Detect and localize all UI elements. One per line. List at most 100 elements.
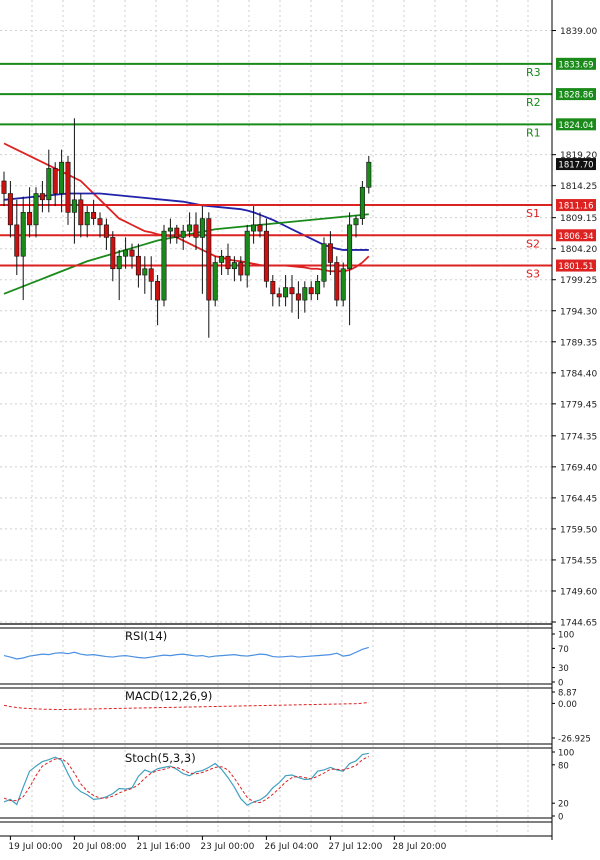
candle-down <box>110 237 116 270</box>
candle-down <box>276 293 282 298</box>
candle-up <box>315 280 321 295</box>
candle-down <box>148 268 154 282</box>
candle-up <box>187 224 193 232</box>
candle-down <box>295 293 301 301</box>
grid <box>0 0 552 836</box>
candle-up <box>33 193 39 226</box>
candle-down <box>270 280 276 295</box>
moving-average-line <box>3 142 370 273</box>
candle-down <box>27 212 33 226</box>
price-tick-label: 1799.25 <box>560 276 597 286</box>
pivot-levels: R3 1833.69 R2 1828.86 R1 1824.04 S1 1811.16 S2 18… <box>0 57 596 281</box>
candle-down <box>263 230 269 282</box>
candle-down <box>65 161 71 213</box>
level-price-tag <box>556 229 596 242</box>
stoch-tick-label: 0 <box>558 813 563 823</box>
candle-down <box>155 280 161 301</box>
level-name-s2: S2 <box>526 237 540 250</box>
level-price-label: 1833.69 <box>558 60 593 70</box>
candle-up <box>244 230 250 276</box>
level-name-r1: R1 <box>526 126 541 139</box>
candle-down <box>7 193 13 226</box>
stoch-tick-label: 80 <box>558 761 569 771</box>
time-tick-label: 26 Jul 04:00 <box>264 842 318 852</box>
price-tick-label: 1754.55 <box>560 556 597 566</box>
level-name-s1: S1 <box>526 207 540 220</box>
candle-up <box>347 224 353 270</box>
price-tick-label: 1749.60 <box>560 587 597 597</box>
level-price-label: 1801.51 <box>558 262 593 272</box>
candle-up <box>161 230 167 301</box>
level-price-tag <box>556 259 596 272</box>
current-price-tag <box>556 158 596 171</box>
level-name-r3: R3 <box>526 66 541 79</box>
price-tick-label: 1784.40 <box>560 369 597 379</box>
candle-up <box>167 227 173 232</box>
candle-up <box>283 287 289 298</box>
candle-up <box>359 186 365 219</box>
candle-down <box>14 224 20 257</box>
candle-up <box>180 230 186 238</box>
candle-up <box>142 268 148 276</box>
candle-up <box>353 218 359 226</box>
stoch-tick-label: 20 <box>558 800 569 810</box>
stoch-title: Stoch(5,3,3) <box>125 751 196 765</box>
level-price-tag <box>556 57 596 70</box>
candle-up <box>231 262 237 270</box>
candle-down <box>206 218 212 301</box>
current-price-label: 1817.70 <box>558 161 593 171</box>
candle-up <box>251 224 257 232</box>
level-price-label: 1824.04 <box>558 121 593 131</box>
price-tick-label: 1774.35 <box>560 432 597 442</box>
time-tick-label: 21 Jul 16:00 <box>136 842 190 852</box>
candle-down <box>193 224 199 238</box>
price-tick-label: 1779.45 <box>560 400 597 410</box>
level-price-label: 1811.16 <box>558 202 593 212</box>
candle-up <box>71 199 77 213</box>
rsi-title: RSI(14) <box>125 629 167 643</box>
price-tick-label: 1769.40 <box>560 463 597 473</box>
level-name-r2: R2 <box>526 96 541 109</box>
candle-down <box>39 193 45 201</box>
candle-down <box>52 168 58 194</box>
candle-down <box>257 224 263 232</box>
macd-tick-label: -26.925 <box>558 735 591 745</box>
level-price-tag <box>556 88 596 101</box>
candle-down <box>238 262 244 276</box>
candle-down <box>91 212 97 219</box>
candle-up <box>46 168 52 201</box>
level-price-label: 1806.34 <box>558 232 593 242</box>
stoch-k-line <box>3 752 369 806</box>
candle-up <box>20 212 26 257</box>
price-tick-label: 1759.50 <box>560 525 597 535</box>
candle-down <box>103 224 109 238</box>
price-tick-label: 1809.15 <box>560 214 597 224</box>
candle-down <box>327 243 333 263</box>
candle-up <box>123 249 129 257</box>
price-tick-label: 1804.20 <box>560 245 597 255</box>
rsi-tick-label: 30 <box>558 664 569 674</box>
stoch-tick-label: 100 <box>558 749 574 759</box>
time-tick-label: 23 Jul 00:00 <box>200 842 254 852</box>
time-tick-label: 19 Jul 00:00 <box>8 842 62 852</box>
candle-down <box>1 180 7 194</box>
candle-down <box>334 262 340 301</box>
indicators: 100 70 30 0 RSI(14) 8.870.00 -26.925 MACD(12,26… <box>0 627 591 837</box>
rsi-tick-label: 100 <box>558 631 574 641</box>
level-price-tag <box>556 199 596 212</box>
time-tick-label: 20 Jul 08:00 <box>72 842 126 852</box>
candle-up <box>116 255 122 270</box>
candle-down <box>174 227 180 238</box>
moving-average-line <box>3 192 369 251</box>
candle-up <box>199 218 205 238</box>
price-tick-label: 1789.35 <box>560 338 597 348</box>
candle-down <box>308 287 314 295</box>
stoch-d-line <box>3 756 370 804</box>
level-price-tag <box>556 118 596 131</box>
candle-down <box>78 199 84 226</box>
candle-up <box>212 262 218 301</box>
price-tick-label: 1744.65 <box>560 619 597 629</box>
macd-tick-label: 0.00 <box>558 700 577 710</box>
candle-down <box>135 255 141 276</box>
